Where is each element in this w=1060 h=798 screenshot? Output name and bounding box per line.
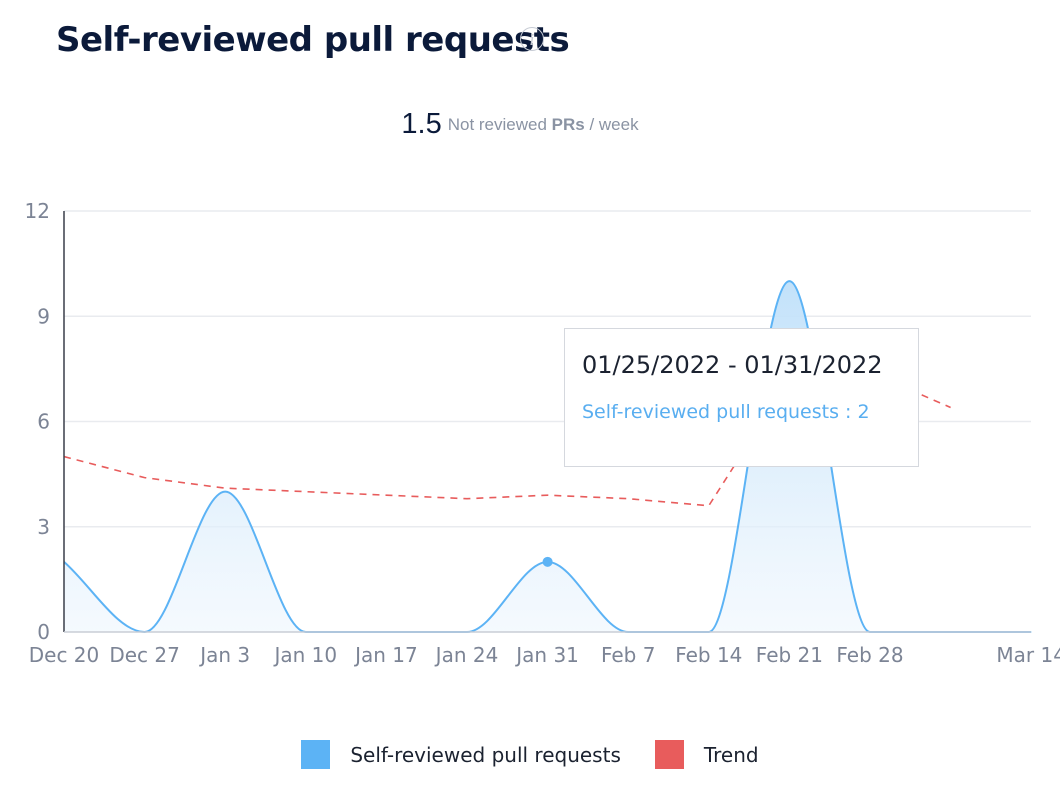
metric-label-prefix: Not reviewed	[447, 115, 552, 134]
x-tick-label: Dec 20	[29, 643, 100, 667]
tooltip-series-label: Self-reviewed pull requests	[582, 401, 839, 423]
chart-tooltip: 01/25/2022 - 01/31/2022 Self-reviewed pu…	[564, 328, 919, 467]
legend-label-self-reviewed: Self-reviewed pull requests	[350, 742, 621, 767]
x-tick-label: Mar 14	[996, 643, 1060, 667]
metric-summary: 1.5 Not reviewed PRs / week	[0, 108, 1040, 141]
chart-legend: Self-reviewed pull requests Trend	[0, 740, 1060, 769]
metric-value: 1.5	[401, 108, 442, 140]
tooltip-separator: :	[838, 401, 858, 423]
y-tick-label: 3	[37, 515, 50, 539]
y-tick-label: 0	[37, 620, 50, 644]
x-tick-label: Dec 27	[109, 643, 180, 667]
y-tick-label: 12	[25, 199, 50, 223]
series-line-self-reviewed	[63, 280, 1032, 634]
x-tick-label: Jan 24	[434, 643, 499, 667]
tooltip-value: 2	[857, 401, 870, 423]
metric-label-suffix: / week	[584, 115, 639, 134]
x-tick-label: Feb 21	[756, 643, 823, 667]
legend-swatch-self-reviewed	[301, 740, 331, 769]
x-tick-label: Jan 17	[353, 643, 418, 667]
x-tick-label: Jan 3	[198, 643, 250, 667]
x-tick-label: Jan 10	[272, 643, 337, 667]
legend-item-trend[interactable]: Trend	[654, 740, 759, 769]
tooltip-title: 01/25/2022 - 01/31/2022	[582, 351, 883, 379]
info-icon[interactable]: i	[520, 27, 544, 51]
legend-item-self-reviewed[interactable]: Self-reviewed pull requests	[301, 740, 621, 769]
legend-swatch-trend	[654, 740, 684, 769]
x-tick-label: Feb 7	[601, 643, 656, 667]
metric-label-bold: PRs	[551, 115, 585, 134]
tooltip-series-line: Self-reviewed pull requests : 2	[582, 401, 918, 423]
y-tick-label: 9	[37, 304, 50, 328]
page-title: Self-reviewed pull requests	[56, 20, 570, 60]
x-tick-label: Feb 14	[675, 643, 742, 667]
x-tick-label: Jan 31	[514, 643, 579, 667]
highlighted-data-point[interactable]	[542, 556, 553, 567]
x-tick-label: Feb 28	[836, 643, 903, 667]
y-tick-label: 6	[37, 410, 50, 434]
legend-label-trend: Trend	[703, 742, 759, 767]
